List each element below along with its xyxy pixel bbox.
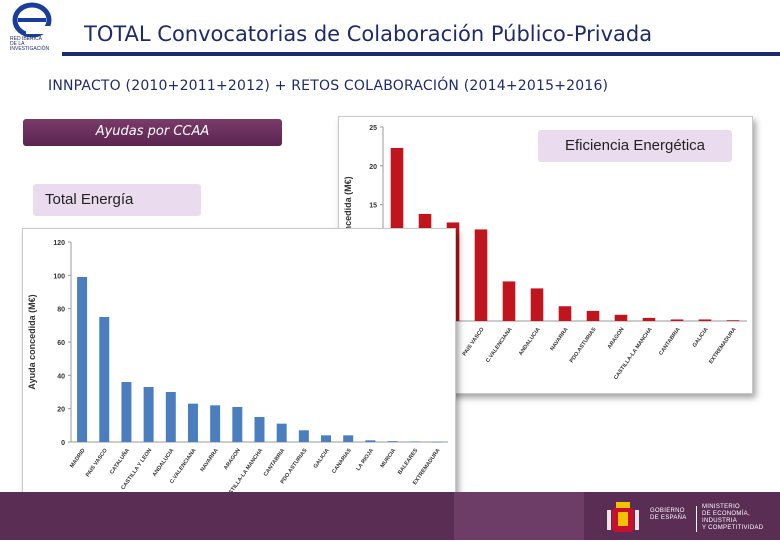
total-bar [121,382,132,442]
coat-of-arms-icon [607,502,639,532]
efficiency-bar [670,319,684,321]
gobierno-logo: GOBIERNO DE ESPAÑA MINISTERIO DE ECONOMÍA,… [604,498,774,538]
total-y-tick-label: 80 [57,307,65,314]
total-bar [321,435,332,442]
total-y-tick-label: 100 [53,273,65,280]
efficiency-category-label: PDO.ASTURIAS [569,326,598,364]
total-bar [77,277,88,442]
svg-text:INVESTIGACIÓN: INVESTIGACIÓN [10,45,50,52]
total-category-label: CATALUÑA [108,447,131,475]
total-category-label: GALICIA [313,448,331,470]
total-bar [210,405,221,442]
efficiency-label: Eficiencia Energética [538,130,732,162]
efficiency-bar [698,319,712,321]
page-title: TOTAL Convocatorias de Colaboración Públ… [84,22,653,46]
total-bar [143,387,154,442]
efficiency-category-label: NAVARRA [549,327,569,352]
ministerio-text: MINISTERIO DE ECONOMÍA, INDUSTRIA Y COMPET… [702,504,764,531]
footer-accent [454,492,584,540]
total-bar [187,403,198,442]
total-category-label: CANARIAS [331,447,353,474]
gobierno-text: GOBIERNO DE ESPAÑA [650,508,687,521]
svg-text:DE LA: DE LA [10,41,25,47]
efficiency-category-label: PAIS VASCO [462,326,486,357]
efficiency-bar [726,320,740,321]
total-energy-chart: 0 20 40 60 80 100 120 Ayuda concedida (M€) MADRI… [22,228,456,522]
total-y-axis-label: Ayuda concedida (M€) [27,294,37,389]
efficiency-bar [642,317,656,321]
total-bar [365,440,376,442]
total-category-label: LA RIOJA [355,448,375,472]
total-bar [298,430,309,442]
efficiency-category-label: GALICIA [692,327,710,349]
efficiency-bar [502,281,516,321]
total-y-tick-label: 120 [53,240,65,247]
total-category-label: CANTABRIA [263,448,286,478]
efficiency-y-tick-label: 25 [369,125,377,132]
efficiency-y-axis-label: Ayuda concedida (M€) [343,176,353,271]
footer-bar [0,492,780,540]
total-category-label: MURCIA [380,448,398,469]
efficiency-bar [586,310,600,321]
total-bar [409,441,420,442]
efficiency-y-tick-label: 15 [369,203,377,210]
ccaa-band: Ayudas por CCAA [23,119,282,146]
total-y-tick-label: 60 [57,340,65,347]
total-bar [232,407,243,442]
total-bar [276,423,287,442]
total-bar [254,417,265,442]
total-category-label: MADRID [69,448,87,469]
title-divider [62,52,780,56]
total-category-label: ARAGON [223,448,242,471]
efficiency-category-label: C.VALENCIANA [485,327,514,364]
efficiency-category-label: ARAGON [607,327,626,350]
total-category-label: PAIS VASCO [85,447,109,478]
efficiency-bar [474,229,488,321]
total-y-tick-label: 0 [61,440,65,447]
total-energy-chart-svg: 0 20 40 60 80 100 120 Ayuda concedida (M€) MADRI… [27,240,448,502]
efficiency-bar [614,314,628,321]
total-y-tick-label: 20 [57,407,65,414]
total-bar [99,317,110,442]
efficiency-bar [530,288,544,321]
total-bar [343,435,354,442]
total-y-tick-label: 40 [57,373,65,380]
footer-divider [696,506,697,532]
total-category-label: ANDALUCIA [152,448,176,478]
total-bar [431,441,442,443]
efficiency-category-label: EXTREMADURA [708,327,737,366]
total-category-label: BALEARES [397,447,419,475]
total-bar [165,392,176,442]
efficiency-y-tick-label: 20 [369,164,377,171]
total-category-label: NAVARRA [200,448,220,473]
efficiency-bar [558,306,572,321]
total-energy-label: Total Energía [33,184,201,216]
svg-text:RED IBÉRICA: RED IBÉRICA [10,35,43,42]
rei-logo: RED IBÉRICA DE LA INVESTIGACIÓN [6,2,60,52]
total-bar [387,441,398,442]
efficiency-category-label: ANDALUCIA [518,327,542,357]
page-subtitle: INNPACTO (2010+2011+2012) + RETOS COLABO… [48,78,609,94]
efficiency-category-label: CANTABRIA [658,327,681,357]
